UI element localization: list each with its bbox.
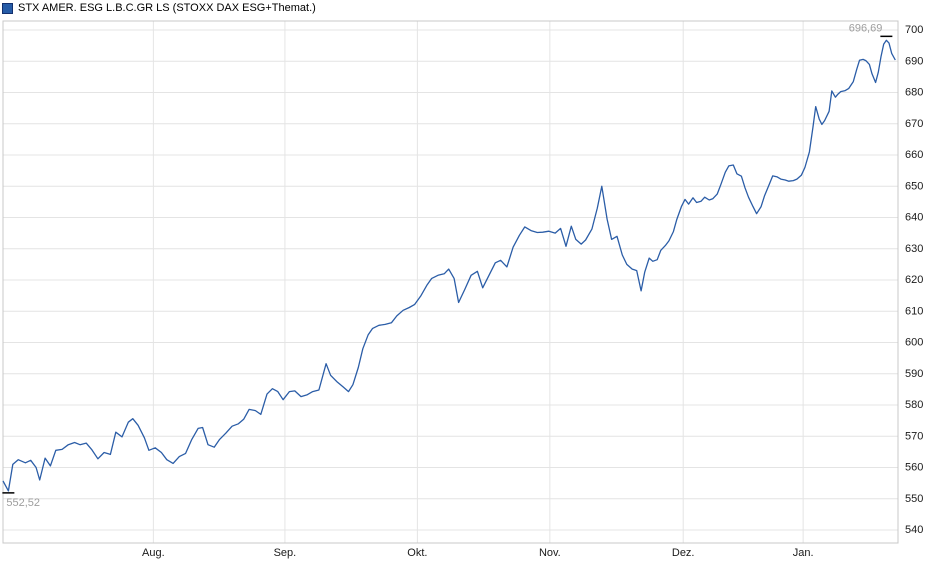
y-axis-tick-label: 660 [905,149,923,161]
y-axis-tick-label: 670 [905,118,923,130]
x-axis-month-label: Nov. [539,547,561,559]
y-axis-tick-label: 680 [905,87,923,99]
y-axis-tick-label: 560 [905,462,923,474]
price-line [2,39,896,492]
x-axis-month-label: Dez. [672,547,695,559]
y-axis-tick-label: 580 [905,399,923,411]
y-axis-tick-label: 650 [905,180,923,192]
y-axis-tick-label: 610 [905,305,923,317]
x-axis-month-label: Okt. [407,547,427,559]
y-axis-tick-label: 700 [905,24,923,36]
x-axis-month-label: Jan. [793,547,814,559]
chart-header: STX AMER. ESG L.B.C.GR LS (STOXX DAX ESG… [2,1,316,15]
y-axis-tick-label: 630 [905,243,923,255]
y-axis-tick-label: 640 [905,212,923,224]
plot-border [2,20,899,544]
low-value-label: 552,52 [6,497,40,509]
x-axis-month-label: Aug. [142,547,165,559]
y-axis-tick-label: 600 [905,337,923,349]
y-axis-tick-label: 590 [905,368,923,380]
y-axis-tick-label: 540 [905,524,923,536]
chart-title: STX AMER. ESG L.B.C.GR LS (STOXX DAX ESG… [18,2,316,14]
high-value-label: 696,69 [849,22,883,34]
y-axis-tick-label: 690 [905,55,923,67]
y-axis-tick-label: 550 [905,493,923,505]
series-legend-swatch [2,2,13,14]
y-axis-tick-label: 570 [905,430,923,442]
x-axis-month-label: Sep. [274,547,297,559]
y-axis-tick-label: 620 [905,274,923,286]
